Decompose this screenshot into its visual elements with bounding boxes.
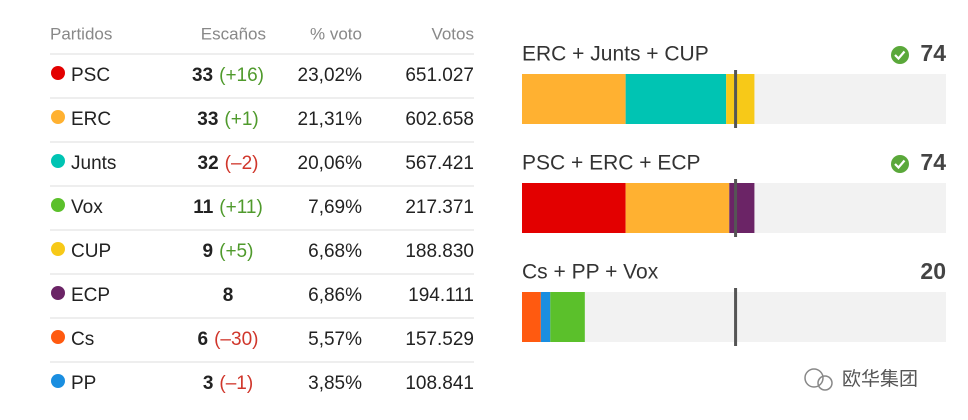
vote-pct: 3,85% <box>308 373 362 394</box>
party-name: PSC <box>71 65 110 86</box>
seats-cell: 8 <box>223 285 234 306</box>
party-dot <box>51 66 65 80</box>
seats: 8 <box>223 285 234 306</box>
vote-pct: 23,02% <box>298 65 363 86</box>
party-name: ECP <box>71 285 110 306</box>
seats-cell: 6 (–30) <box>198 329 259 350</box>
bar-segment <box>540 292 551 342</box>
votes: 567.421 <box>405 153 474 174</box>
seat-change: (+1) <box>224 109 258 130</box>
seat-change: (+16) <box>219 65 264 86</box>
coalition-total: 74 <box>920 40 946 66</box>
vote-pct: 5,57% <box>308 329 362 350</box>
party-dot <box>51 154 65 168</box>
watermark-icon <box>804 368 824 388</box>
party-dot <box>51 110 65 124</box>
party-name: PP <box>71 373 96 394</box>
seats: 11 <box>193 197 214 218</box>
seat-change: (+5) <box>219 241 253 262</box>
coalition-name: Cs + PP + Vox <box>522 261 659 284</box>
seats-cell: 11 (+11) <box>193 197 263 218</box>
coalition-name: ERC + Junts + CUP <box>522 43 709 66</box>
seats-cell: 3 (–1) <box>203 373 253 394</box>
vote-pct: 6,86% <box>308 285 362 306</box>
bar-segment <box>522 74 626 124</box>
bar-segment <box>522 292 541 342</box>
seats-cell: 33 (+16) <box>192 65 264 86</box>
bar-segment <box>625 183 730 233</box>
seats-cell: 33 (+1) <box>197 109 258 130</box>
seat-change: (–30) <box>214 329 258 350</box>
watermark-text: 欧华集团 <box>842 368 918 390</box>
party-name: Junts <box>71 153 116 174</box>
party-name: ERC <box>71 109 111 130</box>
vote-pct: 20,06% <box>298 153 363 174</box>
bar-segment <box>726 74 755 124</box>
watermark: 欧华集团 <box>804 368 918 391</box>
seats: 33 <box>192 65 213 86</box>
bar-segment <box>729 183 755 233</box>
bar-track <box>522 292 946 342</box>
votes: 157.529 <box>405 329 474 350</box>
coalition-total: 20 <box>920 258 946 284</box>
vote-pct: 21,31% <box>298 109 363 130</box>
coalition-name: PSC + ERC + ECP <box>522 152 701 175</box>
party-name: Cs <box>71 329 94 350</box>
column-header: Votos <box>431 24 474 43</box>
party-dot <box>51 374 65 388</box>
seat-change: (–1) <box>219 373 253 394</box>
votes: 194.111 <box>408 285 474 306</box>
majority-check <box>891 155 909 173</box>
votes: 188.830 <box>405 241 474 262</box>
majority-check-mark <box>894 159 906 170</box>
seat-change: (–2) <box>225 153 259 174</box>
party-dot <box>51 198 65 212</box>
party-dot <box>51 330 65 344</box>
column-header: Escaños <box>201 24 266 43</box>
seats: 3 <box>203 373 214 394</box>
vote-pct: 7,69% <box>308 197 362 218</box>
votes: 217.371 <box>405 197 474 218</box>
votes: 651.027 <box>405 65 474 86</box>
party-dot <box>51 286 65 300</box>
votes: 108.841 <box>405 373 474 394</box>
votes: 602.658 <box>405 109 474 130</box>
seats: 32 <box>198 153 219 174</box>
seats: 6 <box>198 329 209 350</box>
coalition-total: 74 <box>920 149 946 175</box>
majority-check-mark <box>894 50 906 61</box>
bar-segment <box>625 74 727 124</box>
majority-check <box>891 46 909 64</box>
bar-segment <box>522 183 626 233</box>
column-header: % voto <box>310 24 362 43</box>
seats-cell: 32 (–2) <box>198 153 259 174</box>
seats: 9 <box>203 241 214 262</box>
seat-change: (+11) <box>219 197 262 218</box>
bar-segment <box>550 292 585 342</box>
column-header: Partidos <box>50 24 112 43</box>
watermark-icon <box>817 375 833 391</box>
vote-pct: 6,68% <box>308 241 362 262</box>
party-name: Vox <box>71 197 103 218</box>
party-dot <box>51 242 65 256</box>
seats-cell: 9 (+5) <box>203 241 254 262</box>
seats: 33 <box>197 109 218 130</box>
party-name: CUP <box>71 241 111 262</box>
